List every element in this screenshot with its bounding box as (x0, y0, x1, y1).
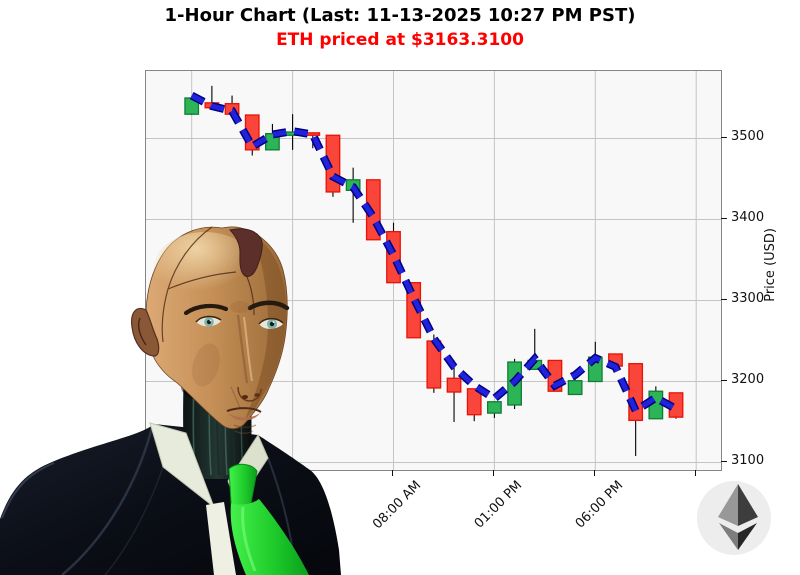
nose (236, 314, 262, 402)
android-head (131, 226, 290, 434)
android-businessman-portrait (0, 226, 341, 575)
y-tick-label: 3300 (731, 290, 765, 306)
eyebrows (183, 300, 290, 316)
y-tick-mark (721, 137, 727, 139)
candlestick-layer (146, 71, 721, 470)
scalp-seams (161, 226, 255, 343)
y-tick-label: 3100 (731, 452, 765, 468)
y-tick-mark (721, 380, 727, 382)
y-tick-label: 3400 (731, 209, 765, 225)
x-tick-mark (694, 470, 696, 476)
y-tick-mark (721, 299, 727, 301)
green-tie (228, 463, 309, 575)
eyes (195, 315, 284, 329)
x-tick-label: 06:00 PM (572, 478, 626, 532)
chart-title: 1-Hour Chart (Last: 11-13-2025 10:27 PM … (164, 5, 636, 26)
x-tick-mark (593, 470, 595, 476)
chart-subtitle: ETH priced at $3163.3100 (276, 30, 524, 50)
x-tick-label: 01:00 PM (471, 478, 526, 532)
ethereum-logo-icon (697, 481, 771, 555)
x-tick-mark (492, 470, 494, 476)
y-tick-mark (721, 461, 727, 463)
y-axis-label: Price (USD) (763, 228, 778, 302)
x-tick-mark (391, 470, 394, 476)
y-tick-mark (721, 218, 727, 220)
y-tick-label: 3200 (731, 371, 765, 387)
crown-patch (229, 228, 263, 278)
mouth (226, 407, 262, 428)
x-tick-label: 08:00 AM (369, 478, 425, 533)
y-tick-label: 3500 (731, 128, 765, 144)
